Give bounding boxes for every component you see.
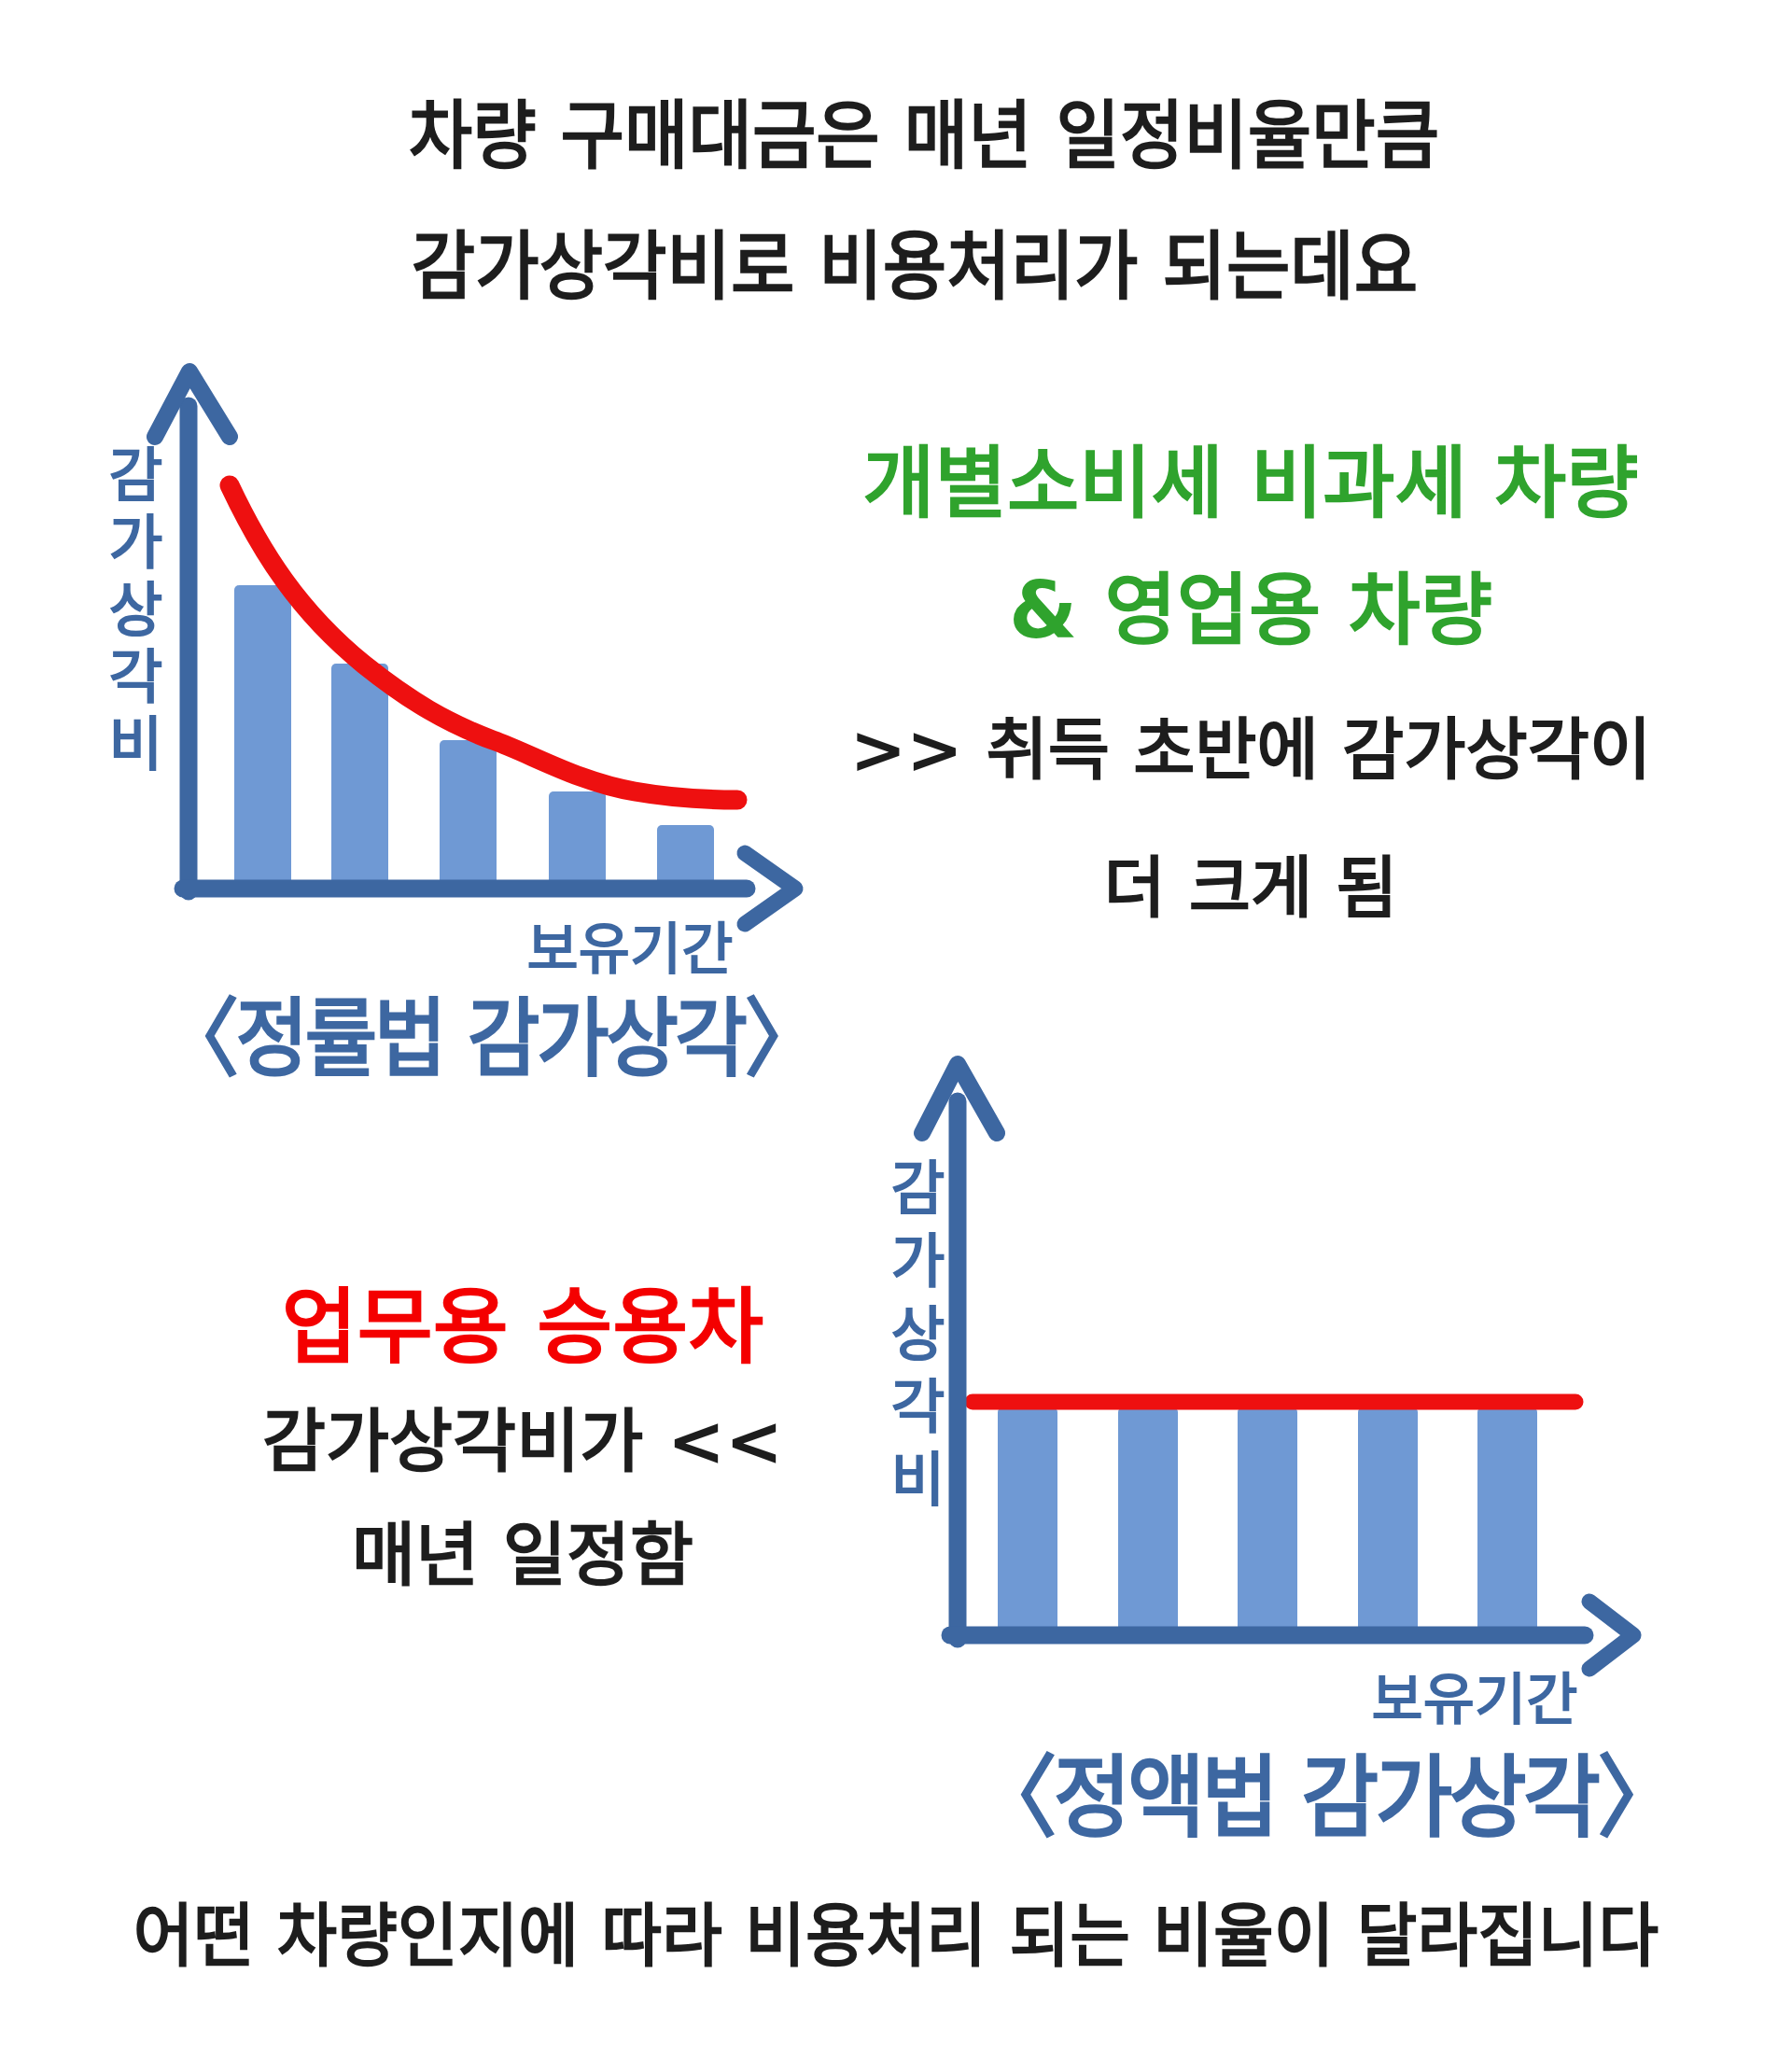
green-note-line2: 더 크게 됨 (803, 833, 1699, 931)
green-group-line1: 개별소비세 비과세 차량 (803, 420, 1699, 533)
page-title-line2: 감가상각비로 비용처리가 되는데요 (81, 205, 1748, 314)
bar (1238, 1407, 1297, 1641)
chart1-ylabel: 감가상각비 (88, 444, 173, 780)
bar (1358, 1407, 1418, 1641)
straight-line-chart (840, 1008, 1717, 1736)
footer-text: 어떤 차량인지에 따라 비용처리 되는 비율이 달라집니다 (45, 1880, 1747, 1980)
bar (998, 1407, 1057, 1641)
bar (440, 740, 497, 894)
bar (1477, 1407, 1537, 1641)
bar (1118, 1407, 1178, 1641)
red-group-title: 업무용 승용차 (149, 1260, 896, 1379)
bar (331, 664, 388, 894)
chart1-title: 〈정률법 감가상각〉 (138, 969, 842, 1093)
bar (234, 585, 291, 894)
red-note-line2: 매년 일정함 (149, 1499, 896, 1599)
chart2-bars (998, 1407, 1537, 1641)
infographic-page: { "page": { "title_line1": "차량 구매대금은 매년 … (0, 0, 1792, 2072)
chart2-x-arrow (1589, 1602, 1633, 1669)
red-note-line1: 감가상각비가 << (149, 1385, 896, 1485)
chart2-title: 〈정액법 감가상각〉 (966, 1725, 1686, 1855)
chart2-xlabel: 보유기간 (1363, 1654, 1587, 1735)
bar (549, 791, 606, 894)
green-group-line2: & 영업용 차량 (803, 547, 1699, 660)
page-title-line1: 차량 구매대금은 매년 일정비율만큼 (91, 75, 1757, 183)
green-note-line1: >> 취득 초반에 감가상각이 (803, 694, 1699, 792)
chart2-ylabel: 감가상각비 (870, 1157, 955, 1521)
